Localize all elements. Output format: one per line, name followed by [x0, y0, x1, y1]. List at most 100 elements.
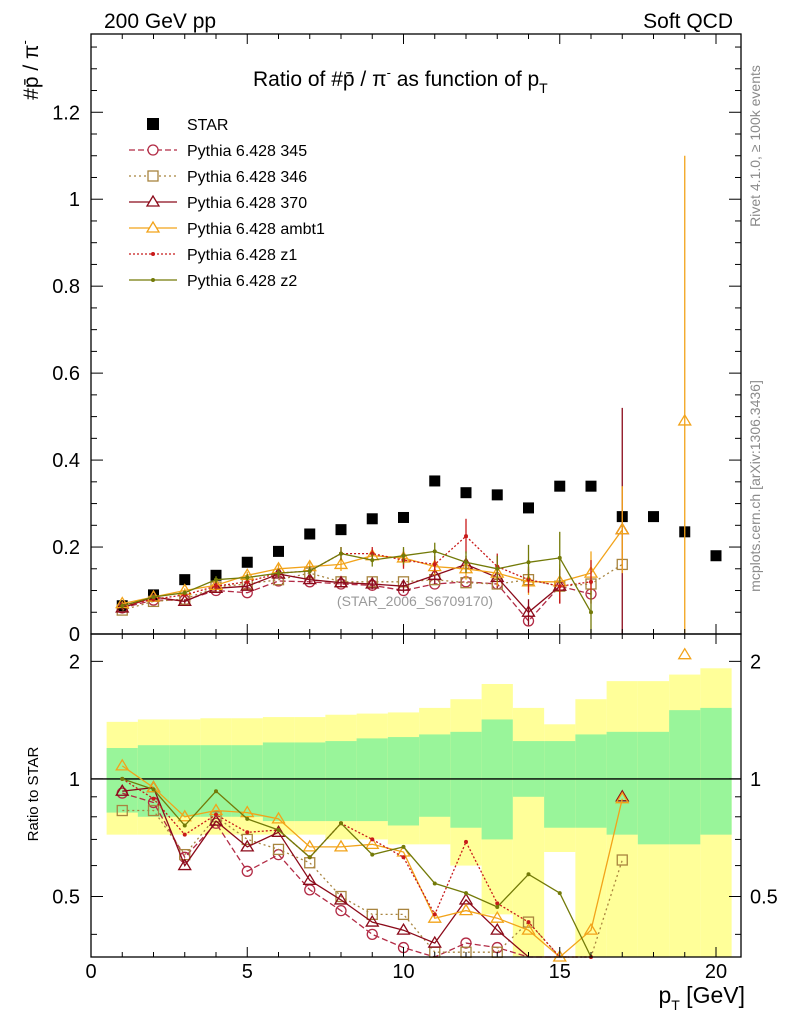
legend-label: Pythia 6.428 345 [187, 143, 307, 160]
ratio-pythia-6-428-z2-point [214, 789, 218, 794]
star-data-point [523, 502, 534, 514]
ratio-pythia-6-428-ambt1-point [521, 922, 536, 935]
ratio-pythia-6-428-370-point [490, 922, 505, 935]
ratio-band-green [356, 738, 388, 822]
legend-entry: Pythia 6.428 345 [129, 143, 307, 160]
ratio-y-tick-label: 2 [69, 651, 80, 673]
ratio-y-axis-label: Ratio to STAR [25, 746, 42, 841]
header-left: 200 GeV pp [104, 10, 216, 33]
main-pythia-6-428-z2-point [495, 566, 500, 571]
ratio-pythia-6-428-370-point [177, 858, 192, 871]
ratio-pythia-6-428-z2-line [122, 778, 592, 958]
main-pythia-6-428-z2-point [401, 553, 406, 558]
ratio-band-green [262, 742, 295, 822]
chart-marks: 0 5 10 15 20 0 0.2 0.4 0.6 0.8 1 1.2 0.5 0.5 1 1 2 2 STAR P… [52, 33, 778, 983]
legend-entry: Pythia 6.428 z2 [129, 273, 297, 290]
ratio-band-green [669, 710, 701, 845]
ratio-band-green [575, 734, 607, 828]
ratio-pythia-6-428-z1-point [401, 855, 406, 860]
main-pythia-6-428-345-line [122, 580, 592, 622]
ratio-pythia-6-428-z1-point [214, 812, 218, 817]
main-pythia-6-428-z1-point [589, 579, 593, 584]
ratio-pythia-6-428-ambt1-point [458, 903, 474, 916]
ratio-pythia-6-428-ambt1-point [302, 839, 317, 852]
ratio-band-green [606, 731, 638, 835]
ratio-pythia-6-428-346-point [397, 908, 410, 921]
ratio-pythia-6-428-z1-point [182, 832, 187, 837]
main-pythia-6-428-370-point [396, 578, 411, 591]
main-pythia-6-428-z2-point [432, 549, 437, 554]
main-pythia-6-428-z2-point [151, 595, 156, 600]
main-pythia-6-428-z2-point [120, 603, 125, 608]
main-pythia-6-428-z1-point [214, 584, 218, 589]
ratio-band-green [169, 745, 201, 817]
ratio-pythia-6-428-z1-point [495, 901, 500, 906]
star-data-point [710, 550, 722, 562]
svg-text:#p̄ / π-: #p̄ / π- [17, 40, 43, 100]
ratio-pythia-6-428-ambt1-point [552, 949, 567, 962]
ratio-pythia-6-428-ambt1-point [365, 837, 380, 849]
ratio-pythia-6-428-370-point [115, 783, 130, 796]
main-pythia-6-428-370-point [427, 568, 442, 580]
legend-entry: Pythia 6.428 ambt1 [129, 220, 325, 238]
ratio-pythia-6-428-ambt1-point [177, 809, 192, 822]
ratio-pythia-6-428-346-point [366, 908, 378, 921]
main-y-tick-label: 0.6 [52, 363, 80, 385]
ratio-y-tick-label: 0.5 [52, 887, 80, 909]
main-y-tick-label: 1 [69, 189, 80, 211]
ratio-pythia-6-428-z2-point [245, 816, 250, 821]
main-pythia-6-428-z2-point [370, 558, 375, 563]
main-y-tick-label: 0.4 [52, 450, 80, 472]
main-pythia-6-428-z2-point [557, 555, 562, 560]
legend-marker [151, 278, 155, 282]
ratio-pythia-6-428-z2-point [339, 821, 343, 826]
legend-entry: STAR [147, 117, 228, 134]
main-y-tick-label: 0.8 [52, 276, 80, 298]
ratio-pythia-6-428-346-point [616, 854, 628, 866]
main-title: Ratio of #p̄ / π- as function of pT [253, 65, 548, 96]
legend-label: Pythia 6.428 370 [187, 195, 307, 212]
main-pythia-6-428-z1-point [432, 562, 437, 567]
ratio-pythia-6-428-346-point [522, 916, 535, 928]
rivet-label: Rivet 4.1.0, ≥ 100k events [747, 65, 763, 227]
legend-marker [145, 194, 161, 207]
x-tick-label: 15 [549, 961, 571, 983]
ratio-pythia-6-428-z2-point [276, 828, 281, 833]
ratio-y-tick-label-right: 0.5 [750, 887, 778, 909]
ratio-pythia-6-428-ambt1-point [677, 647, 692, 660]
legend-marker [147, 144, 159, 156]
legend-label: STAR [187, 117, 228, 134]
main-pythia-6-428-ambt1-point [333, 557, 349, 570]
main-pythia-6-428-z2-point [464, 560, 468, 565]
ratio-band-green [200, 745, 232, 817]
legend-marker [145, 220, 161, 233]
ratio-uncertainty-bands [106, 668, 732, 957]
star-data-point [335, 524, 347, 536]
x-axis-label: pT [GeV] [658, 982, 745, 1013]
x-tick-label: 0 [85, 961, 96, 983]
star-data-point [429, 475, 441, 487]
legend-label: Pythia 6.428 346 [187, 169, 307, 186]
mcplots-label: mcplots.cern.ch [arXiv:1306.3436] [747, 380, 763, 592]
star-data-point [398, 511, 409, 523]
x-tick-label: 20 [705, 961, 727, 983]
ratio-pythia-6-428-345-point [366, 928, 378, 941]
ratio-pythia-6-428-z1-point [432, 912, 437, 917]
main-pythia-6-428-370-point [302, 572, 317, 585]
ratio-pythia-6-428-370-point [271, 825, 286, 837]
ratio-pythia-6-428-ambt1-point [146, 780, 161, 793]
ratio-pythia-6-428-z1-point [526, 920, 531, 925]
main-pythia-6-428-z2-line [122, 550, 592, 613]
ratio-pythia-6-428-346-point [272, 843, 285, 856]
main-pythia-6-428-z1-point [557, 584, 562, 589]
ratio-pythia-6-428-z1-point [245, 830, 250, 835]
star-data-point [554, 480, 566, 492]
ratio-pythia-6-428-345-line [122, 792, 591, 958]
ratio-pythia-6-428-346-point [147, 804, 160, 817]
main-pythia-6-428-z1-line [122, 535, 592, 607]
ratio-pythia-6-428-370-point [240, 839, 255, 852]
main-pythia-6-428-ambt1-point [677, 413, 692, 426]
main-pythia-6-428-370-point [333, 575, 349, 588]
ratio-band-green [294, 742, 326, 822]
